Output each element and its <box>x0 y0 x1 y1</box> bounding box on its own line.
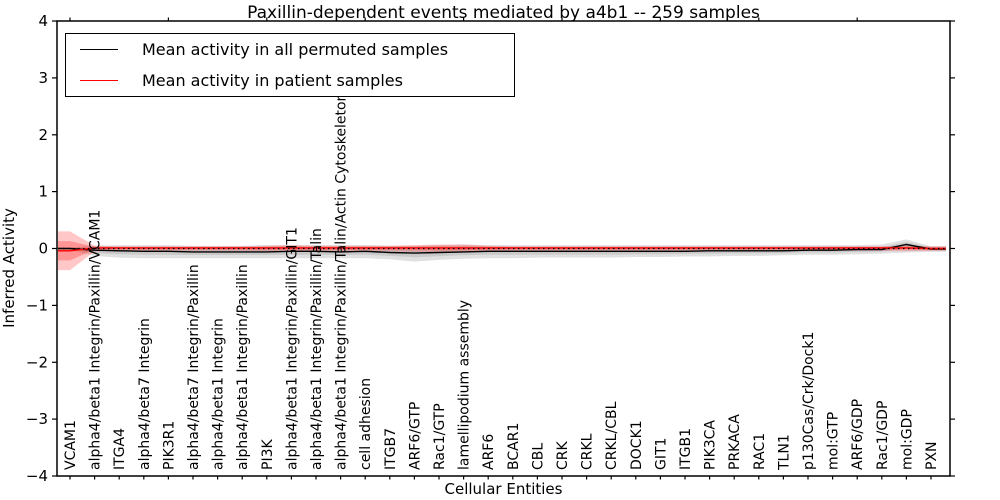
permuted-band-inner <box>58 242 946 258</box>
x-tick-label: CRKL <box>580 433 596 470</box>
x-tick-label: ITGA4 <box>112 428 128 470</box>
y-tick-label: 2 <box>38 126 48 144</box>
x-tick-label: lamellipodium assembly <box>457 300 473 470</box>
y-tick-label: −4 <box>26 467 48 485</box>
x-tick-label: PXN <box>924 441 940 470</box>
x-tick-label: PIK3CA <box>703 420 719 470</box>
legend-row-patient: Mean activity in patient samples <box>66 65 514 96</box>
x-tick-label: PI3K <box>260 439 276 470</box>
x-tick-label: alpha4/beta1 Integrin/Paxillin/GIT1 <box>284 227 300 470</box>
x-tick-label: mol:GDP <box>899 409 915 470</box>
x-tick-label: BCAR1 <box>506 423 522 470</box>
y-tick-label: −3 <box>26 410 48 428</box>
x-tick-label: PIK3R1 <box>161 421 177 470</box>
y-tick-label: −1 <box>26 296 48 314</box>
legend-label-patient: Mean activity in patient samples <box>142 71 403 90</box>
y-tick-label: −2 <box>26 353 48 371</box>
x-tick-label: cell adhesion <box>358 378 374 470</box>
x-tick-label: ARF6 <box>481 434 497 470</box>
x-tick-label: CRKL/CBL <box>604 401 620 470</box>
x-tick-label: DOCK1 <box>629 420 645 470</box>
permuted-mean-line <box>58 243 946 254</box>
x-tick-label: PRKACA <box>727 414 743 470</box>
y-tick-label: 0 <box>38 240 48 258</box>
y-axis-title: Inferred Activity <box>0 208 18 328</box>
y-tick-label: 4 <box>38 12 48 30</box>
x-tick-label: alpha4/beta1 Integrin/Paxillin/VCAM1 <box>88 210 104 470</box>
x-tick-label: ARF6/GTP <box>407 402 423 470</box>
x-tick-label: alpha4/beta1 Integrin <box>211 318 227 470</box>
x-tick-label: p130Cas/Crk/Dock1 <box>801 332 817 470</box>
y-tick-label: 3 <box>38 69 48 87</box>
legend-row-permuted: Mean activity in all permuted samples <box>66 34 514 65</box>
x-tick-label: RAC1 <box>752 433 768 470</box>
legend-label-permuted: Mean activity in all permuted samples <box>142 40 449 59</box>
x-axis-title: Cellular Entities <box>444 480 563 498</box>
x-tick-label: ARF6/GDP <box>850 399 866 470</box>
x-tick-label: Rac1/GDP <box>875 401 891 470</box>
permuted-line-swatch <box>80 49 118 50</box>
x-tick-label: alpha4/beta1 Integrin/Paxillin/Talin/Act… <box>334 93 350 470</box>
x-tick-label: VCAM1 <box>63 420 79 470</box>
x-tick-label: alpha4/beta7 Integrin/Paxillin <box>186 264 202 470</box>
x-tick-label: ITGB1 <box>678 428 694 470</box>
x-tick-label: TLN1 <box>776 434 792 471</box>
x-tick-label: CBL <box>530 443 546 470</box>
legend-box: Mean activity in all permuted samples Me… <box>65 33 515 97</box>
permuted-band-outer <box>58 239 946 262</box>
x-tick-label: alpha4/beta1 Integrin/Paxillin/Talin <box>309 228 325 470</box>
patient-line-swatch <box>80 80 118 81</box>
x-tick-label: Rac1/GTP <box>432 403 448 470</box>
x-tick-label: alpha4/beta7 Integrin <box>137 318 153 470</box>
x-tick-label: GIT1 <box>653 438 669 470</box>
x-tick-label: mol:GTP <box>826 412 842 470</box>
x-tick-label: CRK <box>555 440 571 470</box>
y-tick-label: 1 <box>38 183 48 201</box>
x-tick-label: alpha4/beta1 Integrin/Paxillin <box>235 264 251 470</box>
x-tick-label: ITGB7 <box>383 428 399 470</box>
chart-title: Paxillin-dependent events mediated by a4… <box>247 3 760 23</box>
